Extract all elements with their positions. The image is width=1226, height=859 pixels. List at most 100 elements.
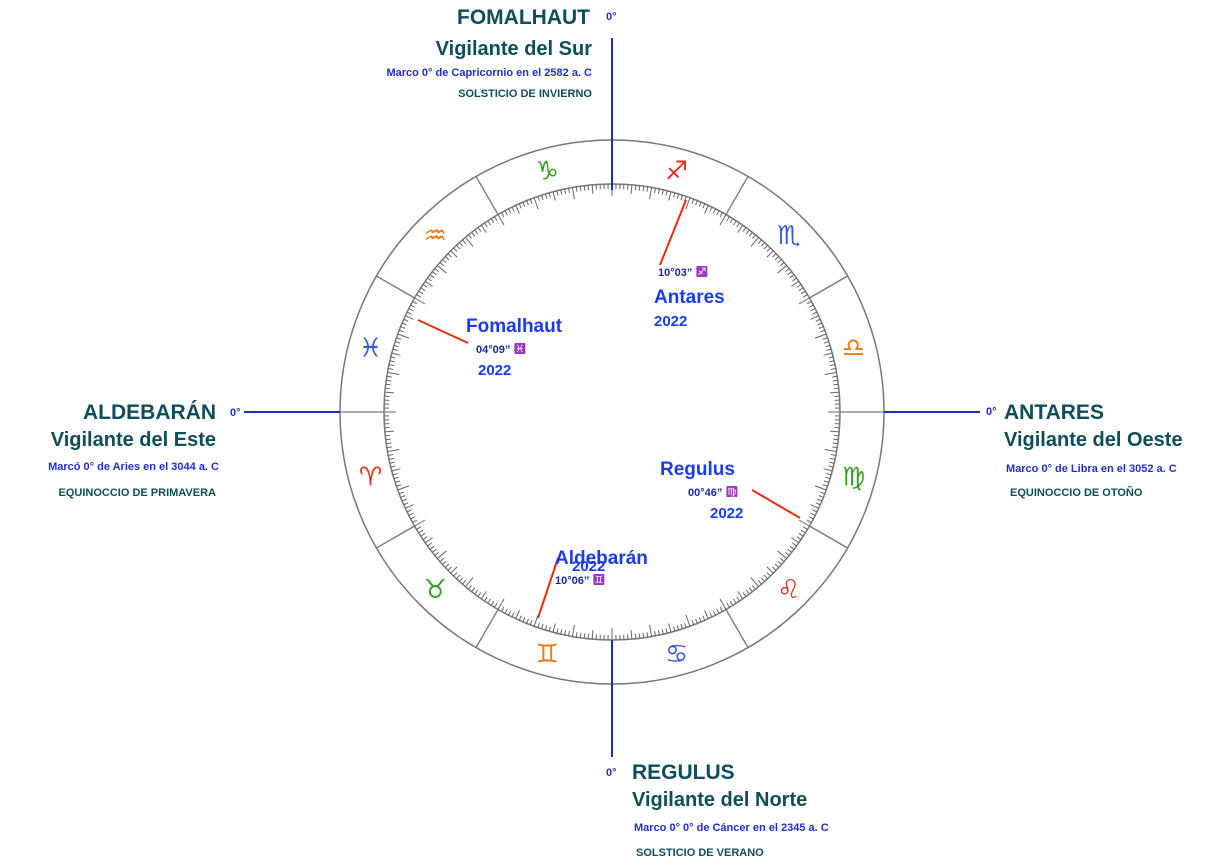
star-year: 2022: [478, 362, 511, 379]
tick: [560, 189, 563, 195]
tick: [397, 333, 410, 339]
tick: [511, 206, 515, 212]
tick: [459, 242, 464, 247]
tick: [830, 454, 836, 456]
tick: [444, 563, 450, 568]
tick: [777, 550, 787, 559]
tick: [416, 526, 422, 530]
tick: [810, 504, 819, 509]
tick: [791, 537, 800, 544]
tick: [392, 472, 398, 476]
tick: [779, 262, 785, 267]
tick: [424, 537, 433, 544]
sign-divider: [809, 275, 848, 299]
tick: [388, 368, 394, 370]
tick: [777, 560, 782, 565]
tick: [518, 203, 522, 209]
tick: [766, 247, 771, 252]
star-glyph: ♍: [727, 487, 736, 498]
tick: [774, 563, 780, 568]
tick: [474, 229, 479, 235]
tick: [750, 577, 759, 587]
tick: [400, 326, 406, 329]
tick: [453, 247, 458, 252]
tick: [830, 457, 836, 460]
tick: [533, 197, 539, 210]
star-year: 2022: [710, 505, 743, 522]
tick: [424, 280, 433, 287]
glyph-box: [514, 343, 526, 354]
star-glyph: ♐: [697, 267, 706, 278]
tick: [685, 197, 691, 210]
sign-glyph: ♉: [424, 575, 447, 605]
tick: [515, 205, 520, 214]
tick: [504, 210, 508, 216]
tick: [537, 622, 540, 628]
tick: [745, 589, 750, 595]
tick: [487, 220, 491, 226]
tick: [798, 533, 804, 537]
tick: [575, 186, 578, 192]
tick: [680, 195, 683, 201]
tick: [751, 234, 756, 240]
tick: [385, 434, 391, 437]
tick: [818, 326, 824, 329]
tick: [824, 449, 837, 453]
tick: [812, 311, 818, 315]
tick: [398, 329, 404, 333]
tick: [385, 387, 391, 390]
tick: [456, 574, 461, 580]
tick: [791, 280, 800, 287]
tick: [833, 383, 839, 386]
axes: [244, 38, 980, 757]
tick: [661, 629, 664, 635]
tick: [501, 606, 505, 612]
tick: [400, 495, 406, 498]
tick: [450, 566, 458, 574]
tick: [736, 222, 740, 228]
tick: [398, 491, 404, 495]
tick: [654, 188, 656, 194]
tick: [391, 468, 401, 472]
tick: [695, 200, 698, 206]
tick: [784, 551, 790, 556]
tick: [817, 322, 823, 326]
tick: [823, 352, 833, 356]
tick: [515, 610, 520, 619]
sign-divider: [376, 275, 415, 299]
tick: [680, 623, 683, 629]
tick: [439, 262, 445, 267]
tick: [766, 572, 771, 577]
tick: [789, 274, 795, 279]
star-position: 04°09”: [476, 344, 510, 356]
tick: [465, 237, 474, 247]
tick: [817, 498, 823, 502]
tick: [808, 304, 814, 308]
tick: [429, 274, 435, 279]
tick: [830, 430, 840, 433]
tick: [634, 185, 637, 191]
tick: [468, 234, 473, 240]
glyph-box: [696, 266, 708, 277]
tick: [393, 476, 399, 480]
tick: [777, 259, 782, 264]
tick: [456, 244, 461, 250]
sign-glyph: ♍: [842, 463, 865, 493]
tick: [422, 284, 428, 288]
tick: [395, 341, 401, 344]
tick: [544, 625, 548, 631]
tick: [552, 191, 556, 201]
tick: [447, 253, 452, 258]
cardinal-season: EQUINOCCIO DE PRIMAVERA: [59, 487, 217, 499]
tick: [401, 498, 407, 502]
tick: [384, 430, 394, 433]
tick: [462, 579, 467, 585]
tick: [832, 379, 838, 382]
tick: [698, 617, 702, 623]
tick: [646, 186, 649, 192]
tick: [798, 519, 810, 527]
tick: [810, 315, 819, 320]
tick: [442, 259, 447, 264]
cardinal-mark: Marco 0° 0° de Cáncer en el 2345 a. C: [634, 822, 829, 834]
tick: [792, 277, 797, 282]
